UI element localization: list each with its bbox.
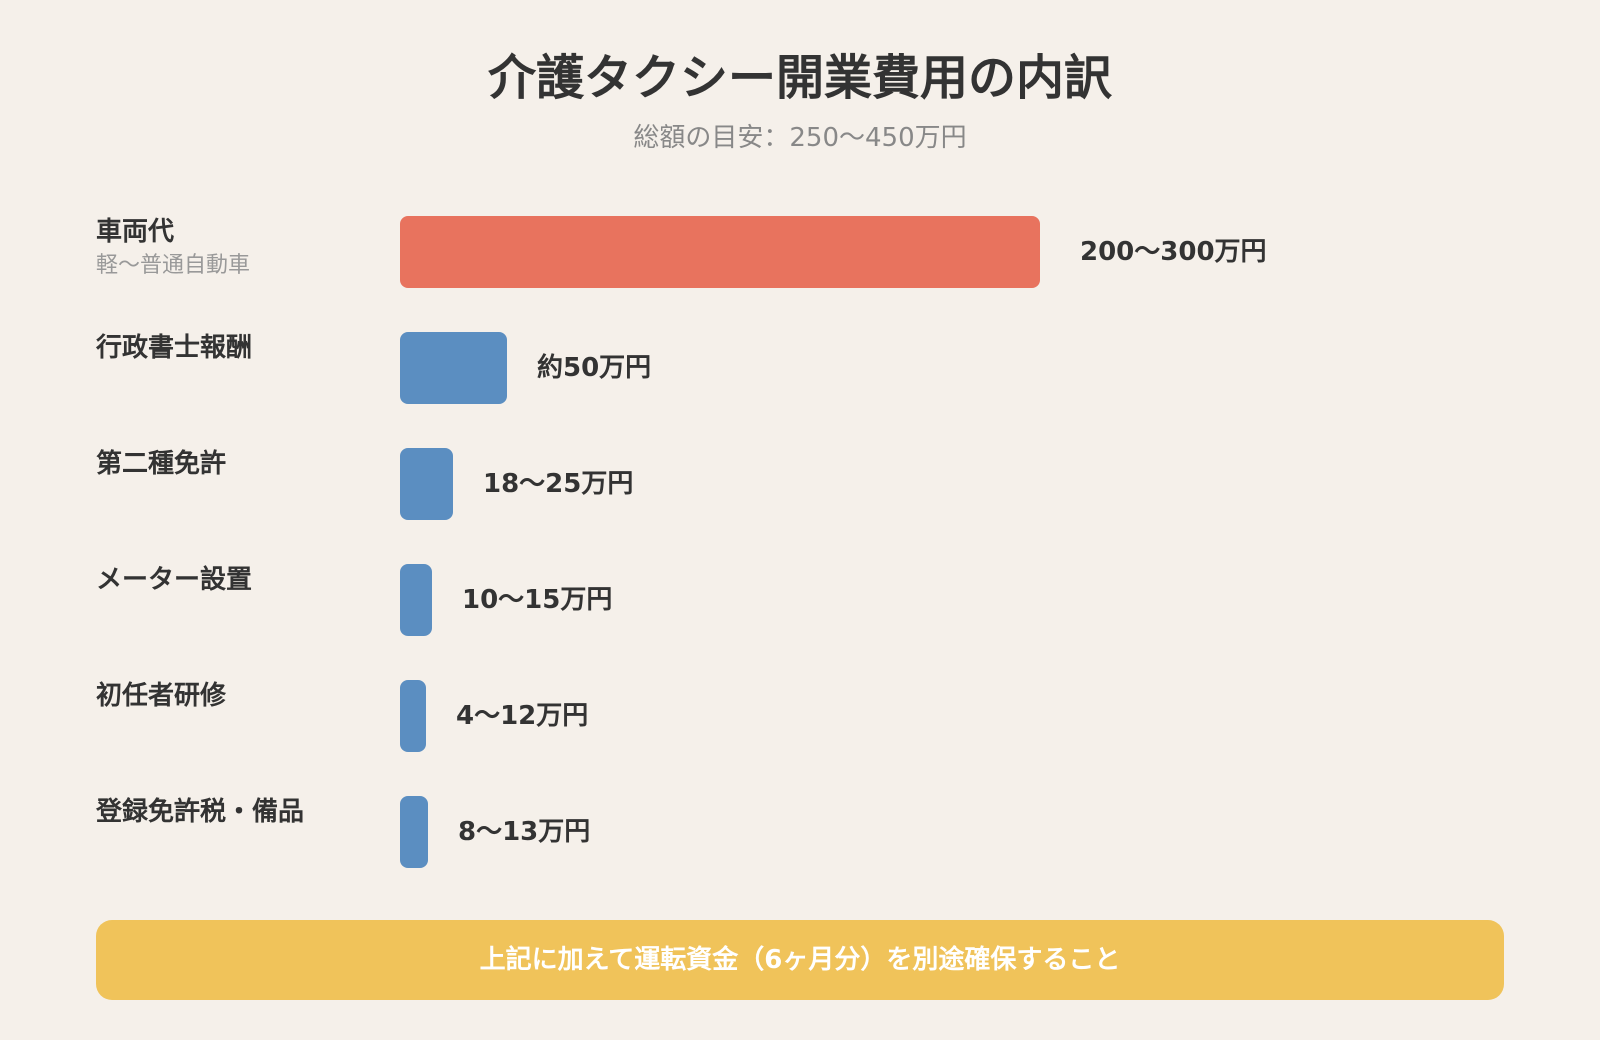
category-label: 登録免許税・備品 xyxy=(96,797,305,827)
bar-value-label: 10〜15万円 xyxy=(462,585,613,615)
bar xyxy=(400,680,426,752)
bar-value-label: 8〜13万円 xyxy=(458,817,591,847)
category-label: 第二種免許 xyxy=(96,449,227,479)
bar-value-label: 4〜12万円 xyxy=(456,701,589,731)
bar-value-label: 約50万円 xyxy=(537,353,652,383)
category-sublabel: 軽〜普通自動車 xyxy=(96,253,251,278)
bar-row: 初任者研修 4〜12万円 xyxy=(0,680,1600,780)
category-label: メーター設置 xyxy=(96,565,253,595)
bar-row: メーター設置 10〜15万円 xyxy=(0,564,1600,664)
bar-row: 登録免許税・備品 8〜13万円 xyxy=(0,796,1600,896)
bar-row: 行政書士報酬約50万円 xyxy=(0,332,1600,432)
bar xyxy=(400,564,432,636)
category-label: 初任者研修 xyxy=(96,681,227,711)
chart-subtitle: 総額の目安：250〜450万円 xyxy=(633,123,967,153)
operating-funds-note: 上記に加えて運転資金（6ヶ月分）を別途確保すること xyxy=(96,920,1504,1000)
bar-row: 車両代軽〜普通自動車 200〜300万円 xyxy=(0,216,1600,316)
bar xyxy=(400,216,1040,288)
bar-value-label: 200〜300万円 xyxy=(1080,237,1267,267)
bar xyxy=(400,448,453,520)
category-label: 車両代 xyxy=(96,217,175,247)
category-label: 行政書士報酬 xyxy=(96,333,253,363)
bar xyxy=(400,796,428,868)
chart-title: 介護タクシー開業費用の内訳 xyxy=(487,50,1112,106)
bar-chart: 車両代軽〜普通自動車 200〜300万円行政書士報酬約50万円第二種免許 18〜25… xyxy=(0,216,1600,896)
bar-value-label: 18〜25万円 xyxy=(483,469,634,499)
bar xyxy=(400,332,507,404)
bar-row: 第二種免許 18〜25万円 xyxy=(0,448,1600,548)
